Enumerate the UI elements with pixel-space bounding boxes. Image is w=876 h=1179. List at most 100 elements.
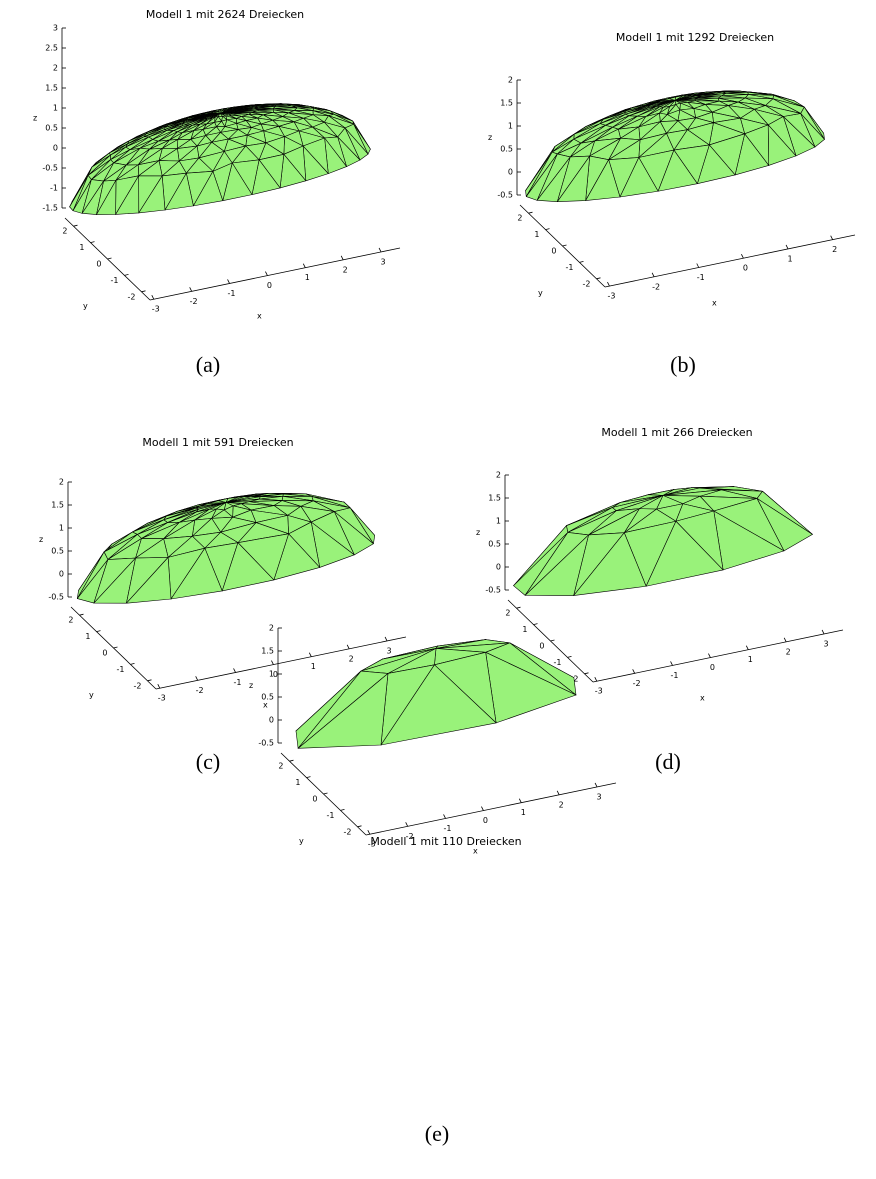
x-tick-label: 1 bbox=[521, 808, 526, 817]
x-tick-label: -3 bbox=[368, 840, 376, 849]
z-tick-label: 0 bbox=[59, 570, 64, 579]
x-tick-label: -3 bbox=[607, 292, 615, 301]
y-tick-label: -1 bbox=[566, 263, 574, 272]
z-tick-label: 1 bbox=[496, 517, 501, 526]
tick bbox=[265, 272, 267, 276]
x-tick-label: -3 bbox=[152, 305, 160, 314]
z-tick-label: -0.5 bbox=[485, 586, 501, 595]
tick bbox=[585, 673, 589, 674]
x-tick-label: 0 bbox=[483, 816, 488, 825]
z-tick-label: 0.5 bbox=[45, 124, 58, 133]
z-tick-label: 2.5 bbox=[45, 44, 58, 53]
y-label: y bbox=[83, 302, 88, 311]
panel-caption: (b) bbox=[670, 352, 696, 377]
x-tick-label: 0 bbox=[743, 264, 748, 273]
z-tick-label: 0.5 bbox=[500, 145, 513, 154]
x-tick-label: -1 bbox=[444, 824, 452, 833]
z-label: z bbox=[249, 681, 253, 690]
tick bbox=[148, 680, 152, 681]
x-axis bbox=[150, 248, 400, 300]
y-label: y bbox=[89, 691, 94, 700]
tick bbox=[158, 684, 160, 688]
tick bbox=[406, 822, 408, 826]
tick bbox=[142, 291, 146, 292]
x-tick-label: 0 bbox=[710, 663, 715, 672]
z-tick-label: 3 bbox=[53, 24, 58, 33]
tick bbox=[91, 242, 95, 243]
z-tick-label: -0.5 bbox=[48, 593, 64, 602]
tick bbox=[290, 760, 294, 761]
y-tick-label: 0 bbox=[551, 247, 556, 256]
z-tick-label: 1.5 bbox=[500, 99, 513, 108]
y-tick-label: -2 bbox=[134, 681, 142, 690]
tick bbox=[196, 676, 198, 680]
x-tick-label: 1 bbox=[787, 254, 792, 263]
z-tick-label: -1.5 bbox=[42, 204, 58, 213]
mesh-face bbox=[298, 673, 388, 748]
tick bbox=[228, 279, 230, 283]
z-tick-label: -0.5 bbox=[497, 191, 513, 200]
tick bbox=[822, 630, 824, 634]
tick bbox=[551, 640, 555, 641]
tick bbox=[481, 807, 483, 811]
tick bbox=[80, 614, 84, 615]
x-tick-label: 2 bbox=[343, 265, 348, 274]
tick bbox=[546, 229, 550, 230]
y-tick-label: 1 bbox=[79, 243, 84, 252]
x-label: x bbox=[257, 312, 262, 321]
x-tick-label: -2 bbox=[196, 686, 204, 695]
y-tick-label: 2 bbox=[68, 616, 73, 625]
z-tick-label: 2 bbox=[269, 624, 274, 633]
y-tick-label: 0 bbox=[539, 642, 544, 651]
y-tick-label: 1 bbox=[522, 625, 527, 634]
plot: 32.521.510.50-0.5-1-1.5z210-1-2y-3-2-101… bbox=[33, 24, 400, 321]
x-label: x bbox=[712, 299, 717, 308]
x-tick-label: 2 bbox=[559, 800, 564, 809]
tick bbox=[114, 647, 118, 648]
y-label: y bbox=[538, 289, 543, 298]
z-tick-label: 0.5 bbox=[488, 540, 501, 549]
tick bbox=[633, 669, 635, 673]
z-tick-label: 1.5 bbox=[45, 84, 58, 93]
z-tick-label: 1.5 bbox=[488, 494, 501, 503]
z-tick-label: 1 bbox=[53, 104, 58, 113]
y-tick-label: 2 bbox=[517, 214, 522, 223]
x-label: x bbox=[700, 694, 705, 703]
z-label: z bbox=[488, 133, 492, 142]
y-tick-label: 2 bbox=[278, 762, 283, 771]
panel-title: Modell 1 mit 1292 Dreiecken bbox=[616, 31, 774, 44]
tick bbox=[347, 645, 349, 649]
panel-title: Modell 1 mit 2624 Dreiecken bbox=[146, 8, 304, 21]
x-axis bbox=[366, 783, 616, 835]
tick bbox=[746, 646, 748, 650]
z-tick-label: -0.5 bbox=[42, 164, 58, 173]
tick bbox=[341, 809, 345, 810]
tick bbox=[358, 826, 362, 827]
panel-caption: (c) bbox=[196, 749, 220, 774]
panel-caption: (e) bbox=[425, 1121, 449, 1146]
z-tick-label: -1 bbox=[50, 184, 58, 193]
z-tick-label: 0 bbox=[53, 144, 58, 153]
x-axis bbox=[605, 235, 855, 287]
panel-caption: (a) bbox=[196, 352, 220, 377]
tick bbox=[74, 225, 78, 226]
z-tick-label: 1 bbox=[59, 524, 64, 533]
tick bbox=[517, 607, 521, 608]
panel-caption: (d) bbox=[655, 749, 681, 774]
x-tick-label: 2 bbox=[832, 245, 837, 254]
tick bbox=[595, 677, 597, 681]
x-tick-label: 3 bbox=[824, 639, 829, 648]
panel-title: Modell 1 mit 591 Dreiecken bbox=[142, 436, 293, 449]
tick bbox=[385, 637, 387, 641]
plot: 21.510.50-0.5z210-1-2y-3-2-1012x bbox=[488, 76, 855, 308]
tick bbox=[324, 793, 328, 794]
tick bbox=[368, 830, 370, 834]
tick bbox=[568, 656, 572, 657]
y-tick-label: 0 bbox=[102, 649, 107, 658]
z-tick-label: 0 bbox=[508, 168, 513, 177]
z-tick-label: 1 bbox=[508, 122, 513, 131]
x-tick-label: -3 bbox=[595, 687, 603, 696]
tick bbox=[108, 258, 112, 259]
tick bbox=[131, 663, 135, 664]
tick bbox=[784, 638, 786, 642]
